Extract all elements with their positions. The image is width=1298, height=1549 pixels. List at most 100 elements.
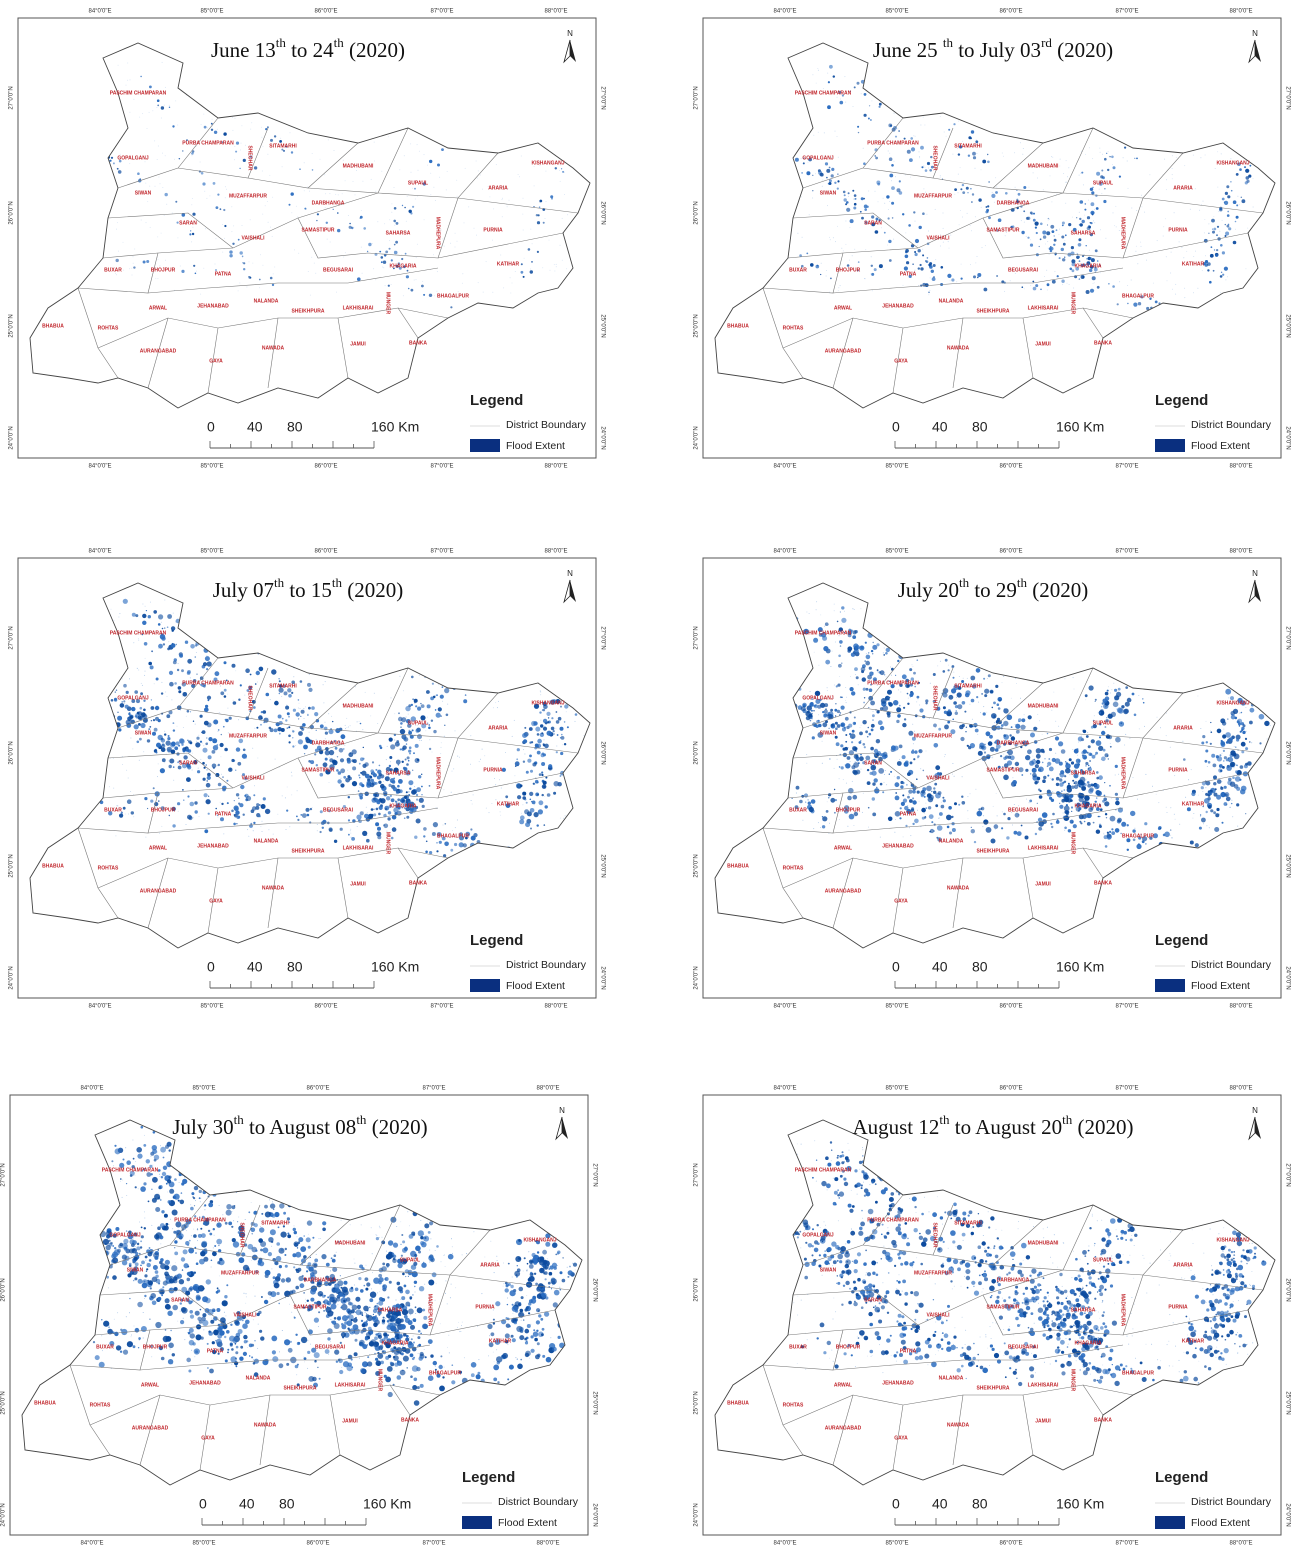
flood-speck bbox=[489, 812, 490, 813]
flood-patch bbox=[1004, 708, 1006, 710]
flood-speck bbox=[399, 169, 400, 170]
title-part: to July 03 bbox=[953, 38, 1041, 62]
flood-speck bbox=[1098, 712, 1099, 713]
flood-patch bbox=[806, 171, 810, 175]
flood-patch bbox=[233, 823, 236, 826]
flood-patch bbox=[872, 714, 875, 717]
flood-patch bbox=[1018, 814, 1020, 816]
flood-speck bbox=[177, 726, 178, 727]
flood-speck bbox=[304, 728, 305, 729]
flood-speck bbox=[215, 264, 216, 265]
flood-patch bbox=[1053, 244, 1055, 246]
flood-patch bbox=[1057, 275, 1059, 277]
flood-patch bbox=[911, 147, 915, 151]
flood-speck bbox=[992, 192, 993, 193]
flood-patch bbox=[1134, 158, 1135, 159]
flood-patch bbox=[1044, 758, 1045, 759]
flood-patch bbox=[944, 711, 947, 714]
flood-patch bbox=[136, 717, 138, 719]
flood-patch bbox=[155, 706, 159, 710]
flood-speck bbox=[1210, 282, 1211, 283]
flood-speck bbox=[1016, 683, 1017, 684]
flood-patch bbox=[156, 743, 161, 748]
flood-patch bbox=[349, 223, 351, 225]
flood-speck bbox=[1234, 746, 1235, 747]
flood-speck bbox=[290, 132, 291, 133]
flood-speck bbox=[912, 771, 913, 772]
flood-patch bbox=[376, 808, 379, 811]
flood-speck bbox=[156, 107, 157, 108]
flood-patch bbox=[439, 841, 442, 844]
flood-speck bbox=[1029, 760, 1030, 761]
flood-speck bbox=[899, 759, 900, 760]
flood-speck bbox=[846, 766, 847, 767]
flood-patch bbox=[515, 762, 519, 766]
flood-patch bbox=[852, 635, 856, 639]
flood-speck bbox=[480, 175, 481, 176]
flood-patch bbox=[349, 777, 352, 780]
flood-speck bbox=[1067, 176, 1068, 177]
flood-patch bbox=[142, 714, 147, 719]
latitude-label: 26°0'0"N bbox=[599, 741, 605, 764]
flood-speck bbox=[124, 703, 125, 704]
flood-patch bbox=[1042, 762, 1044, 764]
longitude-label: 84°0'0"E bbox=[88, 1004, 111, 1010]
flood-patch bbox=[530, 828, 532, 830]
flood-speck bbox=[543, 752, 544, 753]
flood-speck bbox=[1014, 804, 1015, 805]
flood-patch bbox=[404, 796, 407, 799]
flood-patch bbox=[398, 779, 403, 784]
flood-speck bbox=[962, 776, 963, 777]
flood-speck bbox=[1237, 826, 1238, 827]
flood-patch bbox=[912, 790, 916, 794]
flood-patch bbox=[271, 669, 276, 674]
flood-patch bbox=[840, 712, 842, 714]
flood-speck bbox=[325, 193, 326, 194]
flood-speck bbox=[272, 197, 273, 198]
flood-patch bbox=[831, 724, 834, 727]
flood-patch bbox=[954, 802, 957, 805]
flood-speck bbox=[436, 291, 437, 292]
flood-speck bbox=[1099, 711, 1100, 712]
flood-speck bbox=[898, 689, 899, 690]
flood-patch bbox=[236, 747, 240, 751]
flood-speck bbox=[427, 165, 428, 166]
flood-speck bbox=[450, 243, 451, 244]
flood-speck bbox=[1166, 735, 1167, 736]
flood-patch bbox=[1222, 251, 1225, 254]
flood-patch bbox=[429, 160, 432, 163]
flood-patch bbox=[1235, 747, 1236, 748]
latitude-label: 27°0'0"N bbox=[694, 86, 700, 109]
flood-speck bbox=[917, 245, 918, 246]
flood-patch bbox=[371, 814, 374, 817]
flood-speck bbox=[297, 790, 298, 791]
district-label: BUXAR bbox=[789, 267, 807, 273]
flood-speck bbox=[253, 830, 254, 831]
flood-patch bbox=[955, 712, 958, 715]
flood-patch bbox=[967, 192, 968, 193]
flood-patch bbox=[297, 819, 299, 821]
flood-patch bbox=[535, 727, 540, 732]
flood-patch bbox=[521, 263, 523, 265]
flood-speck bbox=[796, 793, 797, 794]
flood-speck bbox=[809, 613, 810, 614]
flood-speck bbox=[560, 181, 561, 182]
flood-patch bbox=[421, 774, 422, 775]
flood-patch bbox=[222, 776, 223, 777]
flood-speck bbox=[861, 725, 862, 726]
flood-speck bbox=[441, 747, 442, 748]
flood-patch bbox=[250, 823, 252, 825]
flood-speck bbox=[845, 765, 846, 766]
flood-patch bbox=[232, 243, 234, 245]
flood-patch bbox=[1056, 777, 1060, 781]
flood-patch bbox=[970, 743, 975, 748]
flood-speck bbox=[1021, 220, 1022, 221]
flood-speck bbox=[891, 180, 892, 181]
flood-patch bbox=[278, 678, 279, 679]
flood-patch bbox=[1074, 785, 1078, 789]
flood-speck bbox=[472, 804, 473, 805]
flood-patch bbox=[872, 797, 875, 800]
flood-speck bbox=[1112, 164, 1113, 165]
longitude-label: 88°0'0"E bbox=[544, 1004, 567, 1010]
flood-patch bbox=[892, 217, 894, 219]
